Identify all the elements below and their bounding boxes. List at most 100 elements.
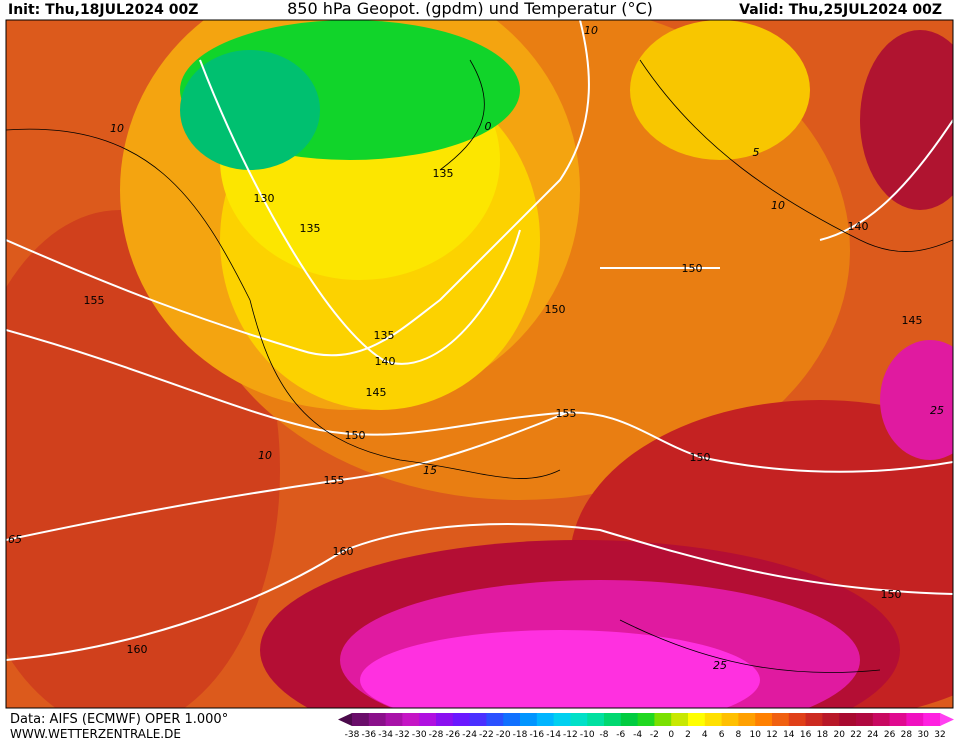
colorbar-segment (923, 713, 941, 726)
colorbar-tick-label: -2 (650, 730, 659, 740)
colorbar-tick-label: -20 (496, 730, 511, 740)
website: WWW.WETTERZENTRALE.DE (10, 727, 181, 741)
colorbar-segment (503, 713, 521, 726)
colorbar-tick-label: 28 (901, 730, 913, 740)
colorbar-tick-label: -14 (546, 730, 561, 740)
colorbar-segment (469, 713, 487, 726)
geopotential-label: 130 (254, 192, 275, 205)
colorbar-tick-label: -22 (479, 730, 494, 740)
colorbar-tick-label: -18 (513, 730, 528, 740)
geopotential-label: 160 (333, 545, 354, 558)
data-source: Data: AIFS (ECMWF) OPER 1.000° (10, 712, 228, 727)
colorbar-tick-label: -4 (633, 730, 642, 740)
colorbar-tick-label: 8 (736, 730, 742, 740)
chart-title: 850 hPa Geopot. (gpdm) und Temperatur (°… (287, 0, 653, 18)
temperature-label: 10 (771, 199, 785, 212)
colorbar-segment (788, 713, 807, 726)
geopotential-label: 150 (690, 451, 711, 464)
colorbar-segment (402, 713, 420, 726)
colorbar-segment (688, 713, 706, 726)
colorbar-tick-label: 14 (783, 730, 795, 740)
colorbar-tick-label: -6 (616, 730, 625, 740)
geopotential-label: 155 (84, 294, 105, 307)
geopotential-contours (6, 20, 953, 661)
colorbar-tick-label: -30 (412, 730, 427, 740)
temperature-label: 15 (423, 464, 437, 477)
geopotential-label: 155 (556, 407, 577, 420)
colorbar-segment (385, 713, 403, 726)
colorbar-segment (805, 713, 823, 726)
geopotential-label: 150 (345, 429, 366, 442)
colorbar-tick-label: -12 (563, 730, 578, 740)
temperature-label: 65 (8, 533, 22, 546)
colorbar-tick-label: 32 (934, 730, 945, 740)
colorbar-tick-label: -10 (580, 730, 595, 740)
colorbar-end (338, 713, 352, 726)
temperature-label: 25 (930, 404, 944, 417)
colorbar-tick-label: -38 (345, 730, 360, 740)
colorbar-tick-label: -16 (529, 730, 544, 740)
colorbar-tick-label: 20 (833, 730, 845, 740)
geopotential-label: 135 (374, 329, 395, 342)
colorbar-segment (436, 713, 454, 726)
geopotential-label: 150 (682, 262, 703, 275)
colorbar-tick-label: -34 (378, 730, 393, 740)
colorbar-tick-label: 16 (800, 730, 812, 740)
map-frame (5, 19, 954, 709)
colorbar-segment (520, 713, 538, 726)
geopotential-label: 155 (324, 474, 345, 487)
colorbar-tick-label: 22 (850, 730, 861, 740)
colorbar-tick-label: 26 (884, 730, 896, 740)
colorbar-segment (570, 713, 588, 726)
colorbar-segment (452, 713, 471, 726)
colorbar-tick-label: 0 (668, 730, 674, 740)
colorbar-tick-label: 10 (749, 730, 761, 740)
colorbar-segment (553, 713, 571, 726)
colorbar-segment (604, 713, 622, 726)
colorbar-segment (671, 713, 689, 726)
colorbar-segment (889, 713, 907, 726)
geopotential-label: 135 (433, 167, 454, 180)
temperature-contours (6, 59, 953, 673)
geopotential-label: 140 (375, 355, 396, 368)
geopotential-label: 150 (545, 303, 566, 316)
colorbar-tick-label: -28 (429, 730, 444, 740)
temperature-label: 5 (753, 146, 760, 159)
colorbar-tick-label: 2 (685, 730, 691, 740)
colorbar-segment (721, 713, 739, 726)
colorbar-segment (419, 713, 437, 726)
geopotential-label: 145 (902, 314, 923, 327)
colorbar-segment (587, 713, 605, 726)
geopotential-label: 135 (300, 222, 321, 235)
colorbar-tick-label: 12 (766, 730, 777, 740)
temperature-label: 10 (110, 122, 124, 135)
colorbar-segment (839, 713, 857, 726)
geopotential-label: 150 (881, 588, 902, 601)
colorbar-segment (536, 713, 555, 726)
colorbar-tick-label: -26 (445, 730, 460, 740)
colorbar-segment (352, 713, 370, 726)
colorbar-tick-label: -24 (462, 730, 477, 740)
colorbar: -38 -36 -34 -32 -30 -28 -26 -24 -22 -20 -18 -16 -14-… (338, 713, 954, 740)
geopotential-label: 145 (366, 386, 387, 399)
colorbar-segment (368, 713, 387, 726)
colorbar-tick-label: 30 (917, 730, 929, 740)
valid-time: Valid: Thu,25JUL2024 00Z (739, 2, 942, 18)
colorbar-segment (872, 713, 891, 726)
temperature-label: 25 (713, 659, 727, 672)
colorbar-tick-label: -8 (600, 730, 609, 740)
colorbar-tick-label: -32 (395, 730, 410, 740)
colorbar-segment (856, 713, 874, 726)
colorbar-segment (654, 713, 672, 726)
contour-labels: 1301351351351401451501501501501501551551… (8, 24, 944, 672)
colorbar-tick-label: -36 (361, 730, 376, 740)
temperature-label: 10 (258, 449, 272, 462)
colorbar-segment (486, 713, 504, 726)
temperature-label: 10 (584, 24, 598, 37)
colorbar-end (940, 713, 954, 726)
colorbar-segment (906, 713, 924, 726)
colorbar-segment (822, 713, 840, 726)
colorbar-segment (704, 713, 723, 726)
